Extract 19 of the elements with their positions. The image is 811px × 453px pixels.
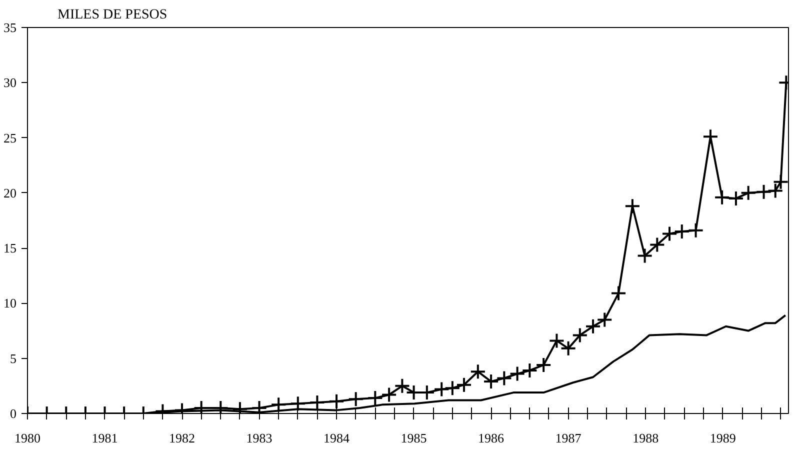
y-tick-label: 35 bbox=[4, 20, 16, 35]
y-tick-label: 15 bbox=[4, 240, 16, 256]
x-tick-label: 1982 bbox=[169, 430, 196, 446]
y-tick-label: 30 bbox=[4, 75, 16, 90]
y-axis-title: MILES DE PESOS bbox=[58, 8, 168, 22]
x-tick-label: 1989 bbox=[710, 430, 736, 446]
y-tick-label: 25 bbox=[4, 130, 16, 146]
y-tick-label: 10 bbox=[4, 296, 16, 311]
x-tick-label: 1987 bbox=[555, 430, 582, 446]
x-tick-label: 1983 bbox=[246, 430, 272, 446]
y-tick-label: 0 bbox=[10, 406, 16, 421]
x-tick-label: 1980 bbox=[14, 430, 40, 446]
x-tick-label: 1988 bbox=[632, 430, 659, 446]
x-tick-label: 1984 bbox=[324, 430, 350, 446]
y-tick-label: 20 bbox=[4, 185, 16, 200]
x-tick-label: 1985 bbox=[400, 430, 427, 446]
x-tick-label: 1986 bbox=[478, 430, 505, 446]
x-tick-label: 1981 bbox=[92, 430, 118, 446]
y-tick-label: 5 bbox=[10, 350, 16, 366]
